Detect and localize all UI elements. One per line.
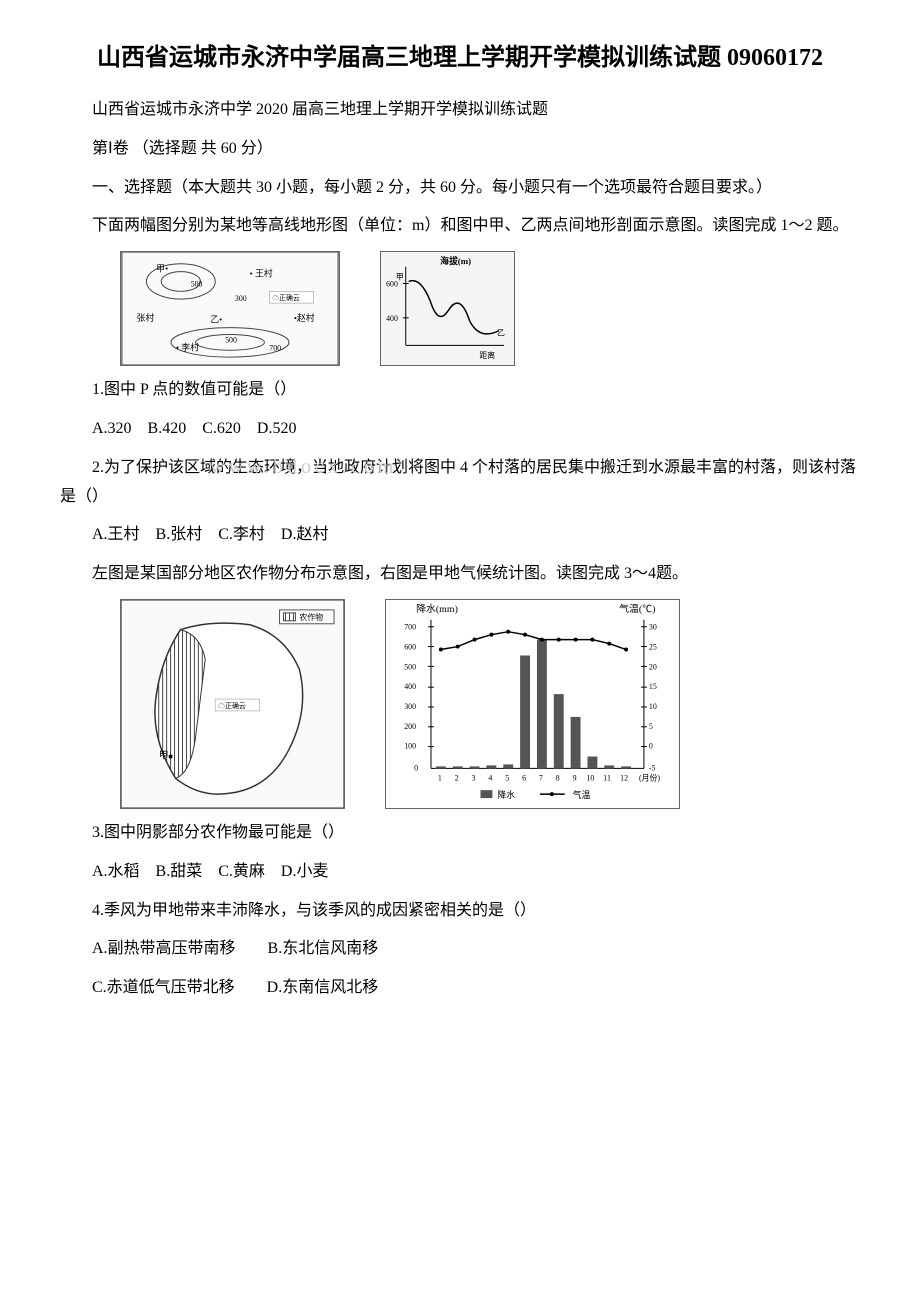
svg-text:3: 3 (472, 773, 476, 782)
svg-text:(月份): (月份) (639, 772, 660, 782)
figure-row-1: 甲• 500 • 王村 300 ☁正确云 张村 乙• •赵村 • 李村 500 … (120, 251, 860, 366)
svg-text:降水: 降水 (497, 789, 515, 800)
svg-text:400: 400 (386, 314, 398, 323)
instruction: 一、选择题（本大题共 30 小题，每小题 2 分，共 60 分。每小题只有一个选… (60, 174, 860, 203)
svg-text:甲: 甲 (159, 750, 169, 761)
svg-text:30: 30 (649, 623, 657, 632)
svg-text:• 王村: • 王村 (250, 268, 273, 279)
svg-text:700: 700 (404, 623, 416, 632)
svg-text:海拔(m): 海拔(m) (440, 255, 471, 266)
svg-text:500: 500 (404, 662, 416, 671)
svg-text:300: 300 (404, 702, 416, 711)
svg-text:300: 300 (235, 294, 247, 303)
section-header: 第Ⅰ卷 （选择题 共 60 分） (60, 135, 860, 164)
svg-text:•赵村: •赵村 (294, 312, 315, 323)
q3-options: A.水稻 B.甜菜 C.黄麻 D.小麦 (60, 858, 860, 887)
figure-profile-chart: 海拔(m) 600 400 甲 乙 距离 (380, 251, 515, 366)
svg-text:0: 0 (414, 763, 418, 772)
svg-text:700: 700 (269, 343, 281, 352)
figure-crop-map: 农作物 ☁正确云 甲 (120, 599, 345, 809)
q3-stem: 3.图中阴影部分农作物最可能是（） (60, 819, 860, 848)
svg-text:-5: -5 (649, 763, 656, 772)
svg-text:甲•: 甲• (156, 264, 168, 274)
svg-text:100: 100 (404, 742, 416, 751)
svg-text:降水(mm): 降水(mm) (416, 602, 458, 615)
svg-text:10: 10 (649, 702, 657, 711)
svg-text:9: 9 (573, 773, 577, 782)
svg-text:15: 15 (649, 682, 657, 691)
svg-text:12: 12 (620, 773, 628, 782)
svg-text:4: 4 (488, 773, 492, 782)
q2-options: A.王村 B.张村 C.李村 D.赵村 (60, 521, 860, 550)
svg-text:0: 0 (649, 742, 653, 751)
figure-contour-map: 甲• 500 • 王村 300 ☁正确云 张村 乙• •赵村 • 李村 500 … (120, 251, 340, 366)
svg-text:11: 11 (603, 773, 611, 782)
svg-text:5: 5 (505, 773, 509, 782)
svg-text:农作物: 农作物 (299, 612, 323, 622)
svg-text:1: 1 (438, 773, 442, 782)
svg-text:乙•: 乙• (210, 315, 222, 325)
subtitle: 山西省运城市永济中学 2020 届高三地理上学期开学模拟训练试题 (60, 96, 860, 125)
q1-stem: 1.图中 P 点的数值可能是（） (60, 376, 860, 405)
svg-text:张村: 张村 (137, 312, 155, 323)
svg-text:10: 10 (586, 773, 594, 782)
q4-options-line2: C.赤道低气压带北移 D.东南信风北移 (60, 974, 860, 1003)
svg-text:500: 500 (225, 336, 237, 345)
svg-text:600: 600 (404, 642, 416, 651)
figure-climate-chart: 降水(mm) 气温(℃) 700 600 500 400 300 200 100… (385, 599, 680, 809)
svg-text:距离: 距离 (479, 350, 495, 360)
passage-2: 左图是某国部分地区农作物分布示意图，右图是甲地气候统计图。读图完成 3～4题。 (60, 560, 860, 589)
figure-row-2: 农作物 ☁正确云 甲 降水(mm) 气温(℃) 700 600 500 400 … (120, 599, 860, 809)
svg-text:400: 400 (404, 682, 416, 691)
svg-text:• 李村: • 李村 (176, 341, 199, 352)
svg-text:2: 2 (455, 773, 459, 782)
svg-text:200: 200 (404, 722, 416, 731)
svg-text:气温: 气温 (573, 789, 591, 800)
svg-text:6: 6 (522, 773, 526, 782)
q4-options-line1: A.副热带高压带南移 B.东北信风南移 (60, 935, 860, 964)
q2-stem: 2.为了保护该区域的生态环境，当地政府计划将图中 4 个村落的居民集中搬迁到水源… (60, 454, 860, 512)
q1-options: A.320 B.420 C.620 D.520 (60, 415, 860, 444)
svg-text:5: 5 (649, 722, 653, 731)
svg-text:7: 7 (539, 773, 543, 782)
svg-text:8: 8 (556, 773, 560, 782)
svg-text:甲: 甲 (396, 273, 404, 282)
passage-1: 下面两幅图分别为某地等高线地形图（单位：m）和图中甲、乙两点间地形剖面示意图。读… (60, 212, 860, 241)
q4-stem: 4.季风为甲地带来丰沛降水，与该季风的成因紧密相关的是（） (60, 897, 860, 926)
document-title: 山西省运城市永济中学届高三地理上学期开学模拟训练试题 09060172 (60, 40, 860, 76)
svg-text:20: 20 (649, 662, 657, 671)
svg-text:25: 25 (649, 642, 657, 651)
svg-text:☁正确云: ☁正确云 (218, 701, 246, 710)
svg-text:气温(℃): 气温(℃) (619, 602, 655, 615)
svg-text:500: 500 (191, 280, 203, 289)
svg-text:☁正确云: ☁正确云 (272, 293, 300, 302)
svg-text:乙: 乙 (497, 329, 505, 338)
